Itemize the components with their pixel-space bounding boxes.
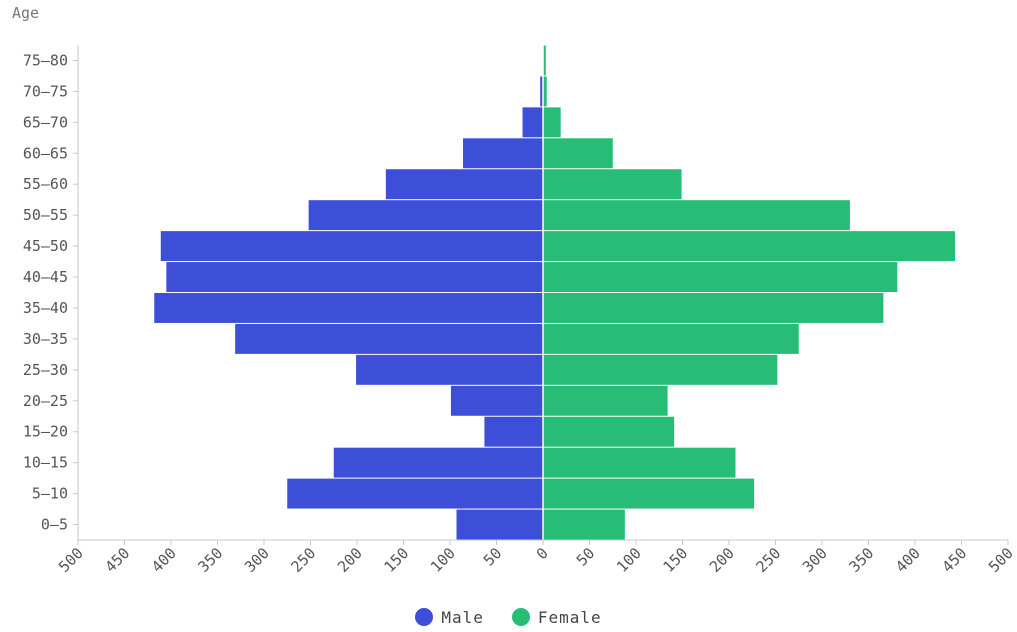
x-tick-label: 200 <box>334 544 366 576</box>
legend-item-female[interactable]: Female <box>511 607 602 627</box>
x-tick-label: 250 <box>287 544 319 576</box>
legend-label-female: Female <box>537 607 602 627</box>
bar-female-35-40[interactable] <box>543 293 884 323</box>
bar-female-45-50[interactable] <box>543 231 955 262</box>
bar-female-30-35[interactable] <box>543 323 799 354</box>
y-tick-label: 70–75 <box>23 82 68 100</box>
legend-swatch-female <box>511 608 530 626</box>
bar-female-25-30[interactable] <box>543 354 778 385</box>
bars-group <box>154 45 955 540</box>
x-tick-label: 100 <box>427 544 459 576</box>
x-tick-label: 50 <box>573 544 599 570</box>
bar-male-20-25[interactable] <box>450 385 543 416</box>
x-tick-label: 350 <box>194 544 226 576</box>
x-tick-label: 500 <box>985 544 1017 576</box>
bar-male-65-70[interactable] <box>522 107 543 138</box>
bar-female-10-15[interactable] <box>543 447 736 478</box>
legend-label-male: Male <box>441 607 484 627</box>
population-pyramid-chart: Age 0–5 5–10 10–15 15–20 20–25 25–30 30–35 35–4… <box>12 4 1017 576</box>
y-tick-labels: 0–5 5–10 10–15 15–20 20–25 25–30 30–35 35–40 40–… <box>23 51 68 533</box>
y-tick-label: 20–25 <box>23 392 68 410</box>
bar-female-15-20[interactable] <box>543 416 675 447</box>
y-tick-label: 65–70 <box>23 113 68 131</box>
bar-male-55-60[interactable] <box>385 169 543 200</box>
y-tick-label: 0–5 <box>41 516 68 534</box>
bar-female-40-45[interactable] <box>543 262 898 292</box>
y-tick-label: 45–50 <box>23 237 68 255</box>
legend-swatch-male <box>415 608 434 626</box>
y-tick-label: 40–45 <box>23 268 68 286</box>
x-tick-labels: 500 450 400 350 300 250 200 150 100 50 0 50 100 150 20… <box>55 544 1017 576</box>
x-tick-label: 450 <box>938 544 970 576</box>
bar-female-50-55[interactable] <box>543 200 850 231</box>
bar-female-70-75[interactable] <box>543 76 547 107</box>
y-tick-label: 55–60 <box>23 175 68 193</box>
x-tick-label: 0 <box>533 544 552 563</box>
y-tick-label: 60–65 <box>23 144 68 162</box>
bar-male-25-30[interactable] <box>356 354 543 385</box>
bar-female-75-80[interactable] <box>543 45 546 76</box>
x-tick-label: 150 <box>659 544 691 576</box>
bar-male-70-75[interactable] <box>540 76 543 107</box>
y-tick-label: 30–35 <box>23 330 68 348</box>
y-tick-label: 25–30 <box>23 361 68 379</box>
bar-male-35-40[interactable] <box>154 293 543 323</box>
bar-male-30-35[interactable] <box>235 323 544 354</box>
y-tick-label: 15–20 <box>23 423 68 441</box>
x-tick-label: 50 <box>480 544 506 570</box>
y-tick-label: 75–80 <box>23 51 68 69</box>
bar-female-5-10[interactable] <box>543 478 755 509</box>
bar-female-55-60[interactable] <box>543 169 682 200</box>
x-tick-label: 400 <box>892 544 924 576</box>
x-tick-label: 400 <box>148 544 180 576</box>
legend: Male Female <box>0 603 1017 631</box>
bar-female-65-70[interactable] <box>543 107 561 138</box>
bar-female-0-5[interactable] <box>543 509 625 540</box>
x-tick-label: 500 <box>55 544 87 576</box>
y-tick-label: 35–40 <box>23 299 68 317</box>
x-tick-label: 100 <box>613 544 645 576</box>
bar-female-20-25[interactable] <box>543 385 668 416</box>
bar-male-50-55[interactable] <box>308 200 543 231</box>
y-axis-title: Age <box>12 4 39 22</box>
x-tick-label: 300 <box>241 544 273 576</box>
bar-male-15-20[interactable] <box>484 416 543 447</box>
y-tick-label: 50–55 <box>23 206 68 224</box>
axes-group <box>73 45 1009 545</box>
bar-male-5-10[interactable] <box>287 478 543 509</box>
y-tick-label: 10–15 <box>23 454 68 472</box>
legend-item-male[interactable]: Male <box>415 608 484 627</box>
bar-female-60-65[interactable] <box>543 138 613 169</box>
x-tick-label: 200 <box>706 544 738 576</box>
bar-male-10-15[interactable] <box>333 447 543 478</box>
bar-male-0-5[interactable] <box>456 509 543 540</box>
x-tick-label: 450 <box>101 544 133 576</box>
x-tick-label: 350 <box>845 544 877 576</box>
x-tick-label: 150 <box>380 544 412 576</box>
bar-male-60-65[interactable] <box>463 138 543 169</box>
x-tick-label: 300 <box>799 544 831 576</box>
y-tick-label: 5–10 <box>32 485 68 503</box>
x-tick-label: 250 <box>752 544 784 576</box>
bar-male-45-50[interactable] <box>160 231 543 262</box>
bar-male-40-45[interactable] <box>166 262 543 292</box>
